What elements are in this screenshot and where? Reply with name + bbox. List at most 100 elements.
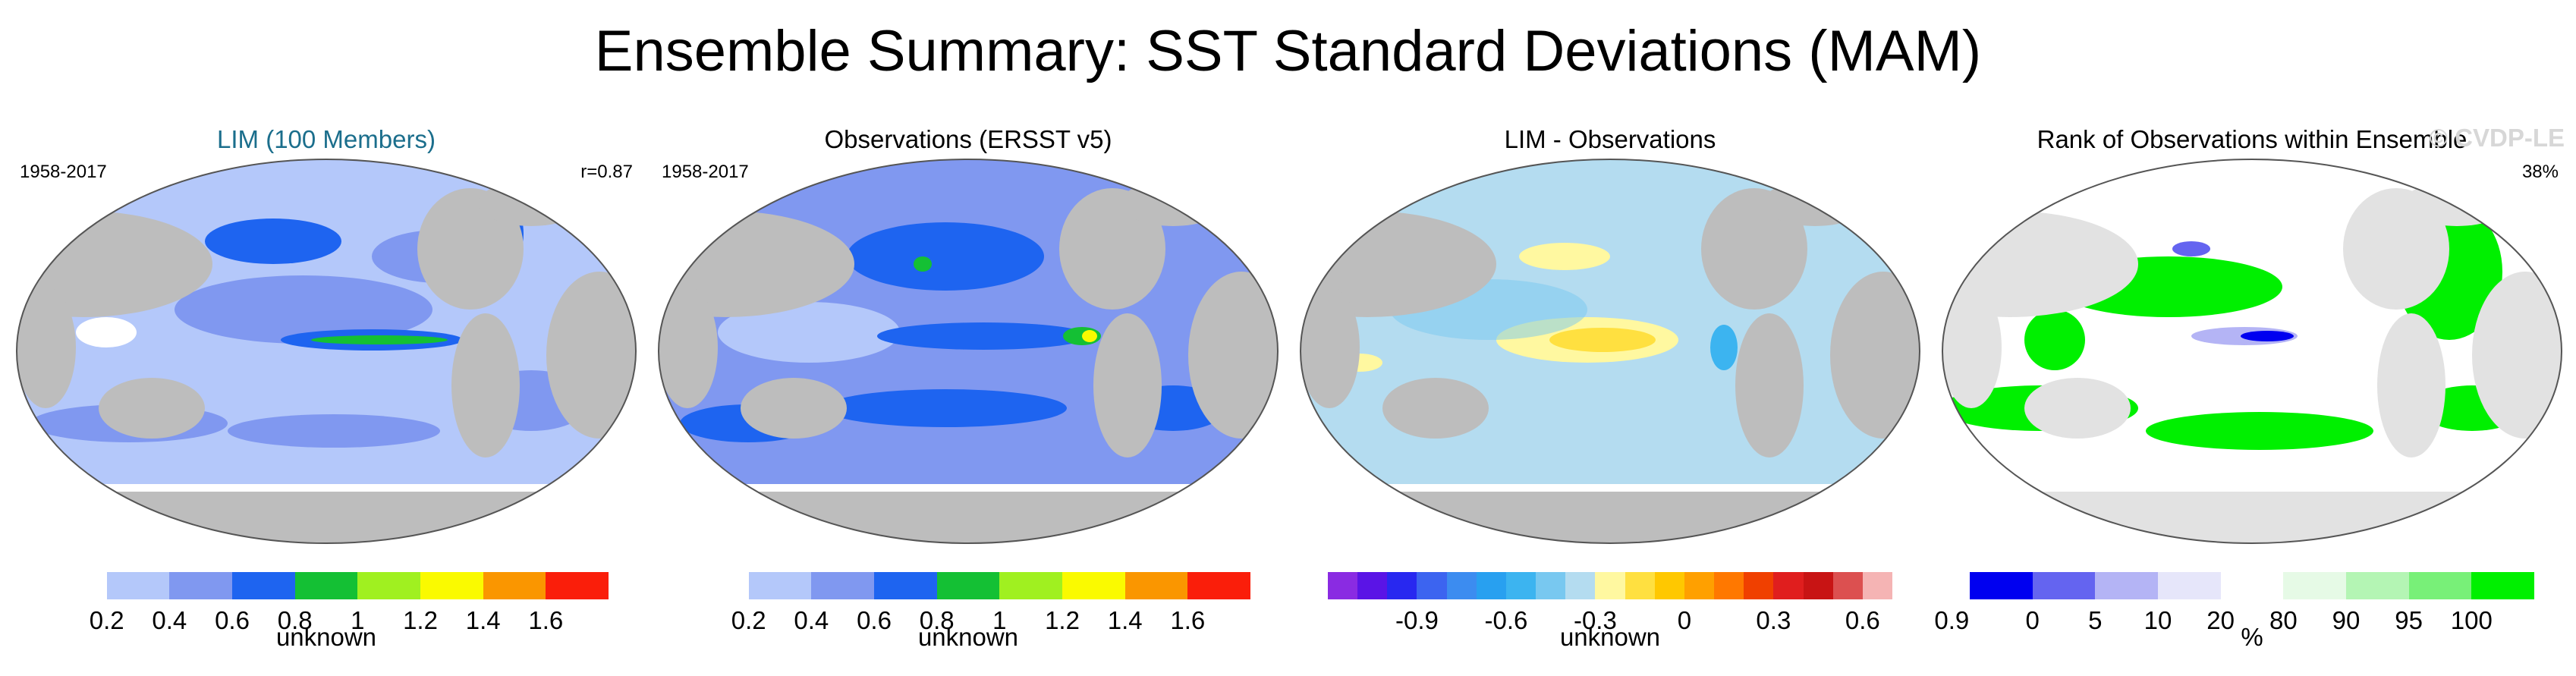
colorbar-segment [1832,572,1864,599]
colorbar: 0.2 0.4 0.6 0.8 1 1.2 1.4 1.6 [686,572,1251,634]
colorbar-tick-label: 95 [2395,606,2423,634]
colorbar-label: unknown [1559,623,1661,651]
colorbar-segment [1062,572,1126,599]
colorbar-segment [1476,572,1507,599]
colorbar-tick-label: 1 [351,606,365,634]
colorbar-tick-label: 0.6 [1845,606,1880,634]
colorbar: 0.2 0.4 0.6 0.8 1 1.2 1.4 1.6 [44,572,609,634]
colorbar-segment [1505,572,1536,599]
colorbar-tick-label: 1 [992,606,1007,634]
panel-title: LIM - Observations [1504,125,1716,153]
colorbar-tick-label: 0.8 [277,606,313,634]
map-difference [1300,159,1920,544]
colorbar-tick-label: 1.6 [1170,606,1206,634]
colorbar-tick-label: 10 [2144,606,2172,634]
panel-observations: Observations (ERSST v5) 1958-2017 0.2 [650,121,1287,668]
colorbar-segment [1714,572,1744,599]
colorbar-segment [2283,572,2347,599]
colorbar-segment [1654,572,1685,599]
panel-rank: Rank of Observations within Ensemble © C… [1933,121,2571,668]
watermark: © CVDP-LE [2429,124,2565,152]
colorbar-segment [420,572,484,599]
colorbar-segment [44,572,108,599]
panel-difference: LIM - Observations -0.9 -0.6 -0.3 0 0.3 0.6 0.… [1291,121,1969,668]
colorbar: -0.9 -0.6 -0.3 0 0.3 0.6 0.9 [1328,572,1969,634]
panel-title: Rank of Observations within Ensemble [2037,125,2467,153]
colorbar-segment [1744,572,1774,599]
colorbar-segment [1970,572,2033,599]
map-rank [1942,159,2562,544]
colorbar-tick-label: -0.6 [1484,606,1528,634]
colorbar-tick-label: 0.9 [1934,606,1970,634]
colorbar-segment [232,572,296,599]
colorbar-segment [1328,572,1358,599]
figure-title: Ensemble Summary: SST Standard Deviation… [594,19,1982,83]
colorbar-segment [874,572,938,599]
period-label: 1958-2017 [662,162,749,182]
map-observations [658,159,1279,544]
colorbar-label: unknown [917,623,1019,651]
colorbar-segment [1446,572,1477,599]
colorbar-segment [546,572,609,599]
colorbar-segment [1387,572,1417,599]
colorbar-segment [1862,572,1893,599]
colorbar-segment [1803,572,1834,599]
colorbar-tick-label: 1.2 [1045,606,1080,634]
colorbar-tick-label: 0.6 [215,606,250,634]
colorbar-segment [999,572,1063,599]
colorbar-tick-label: 20 [2206,606,2235,634]
colorbar-segment [2471,572,2535,599]
colorbar-segment [483,572,546,599]
colorbar-tick-label: 0.3 [1756,606,1791,634]
colorbar-segment [1625,572,1656,599]
colorbar-tick-label: 1.4 [1107,606,1143,634]
colorbar-tick-label: 0.4 [152,606,187,634]
colorbar-segment [2220,572,2284,599]
colorbar-segment [169,572,233,599]
colorbar-segment [1684,572,1715,599]
colorbar-segment [2158,572,2222,599]
colorbar-tick-label: 0.2 [731,606,766,634]
colorbar-tick-label: 1.6 [528,606,564,634]
colorbar: 0 5 10 20 80 90 95 100 [1970,572,2535,634]
colorbar-segment [811,572,875,599]
percent-label: 38% [2521,162,2559,182]
colorbar-segment [1565,572,1596,599]
colorbar-segment [1357,572,1388,599]
colorbar-segment [1187,572,1251,599]
colorbar-segment [2095,572,2159,599]
colorbar-segment [2408,572,2472,599]
correlation-label: r=0.87 [580,162,633,182]
colorbar-segment [2346,572,2410,599]
colorbar-tick-label: 1.4 [465,606,501,634]
period-label: 1958-2017 [20,162,107,182]
panel-title: LIM (100 Members) [217,125,436,153]
colorbar-segment [748,572,812,599]
panel-title: Observations (ERSST v5) [824,125,1112,153]
colorbar-tick-label: 0.2 [89,606,124,634]
colorbar-tick-label: 1.2 [403,606,438,634]
colorbar-segment [2032,572,2096,599]
colorbar-segment [1773,572,1804,599]
colorbar-segment [357,572,421,599]
panel-lim-members: LIM (100 Members) 1958-2017 r=0.87 [8,121,645,668]
colorbar-tick-label: 100 [2450,606,2493,634]
colorbar-tick-label: -0.9 [1395,606,1439,634]
map-lim [16,159,637,544]
colorbar-segment [936,572,1000,599]
colorbar-tick-label: 80 [2269,606,2298,634]
colorbar-label: % [2241,623,2263,651]
colorbar-tick-label: 90 [2332,606,2361,634]
colorbar-segment [106,572,170,599]
colorbar-segment [686,572,750,599]
colorbar-tick-label: 0.8 [919,606,955,634]
colorbar-label: unknown [275,623,377,651]
colorbar-segment [1536,572,1566,599]
colorbar-segment [1595,572,1626,599]
colorbar-tick-label: 0.4 [794,606,829,634]
colorbar-tick-label: 5 [2088,606,2103,634]
colorbar-segment [1417,572,1448,599]
colorbar-segment [294,572,358,599]
colorbar-tick-label: -0.3 [1573,606,1617,634]
colorbar-tick-label: 0.6 [857,606,892,634]
